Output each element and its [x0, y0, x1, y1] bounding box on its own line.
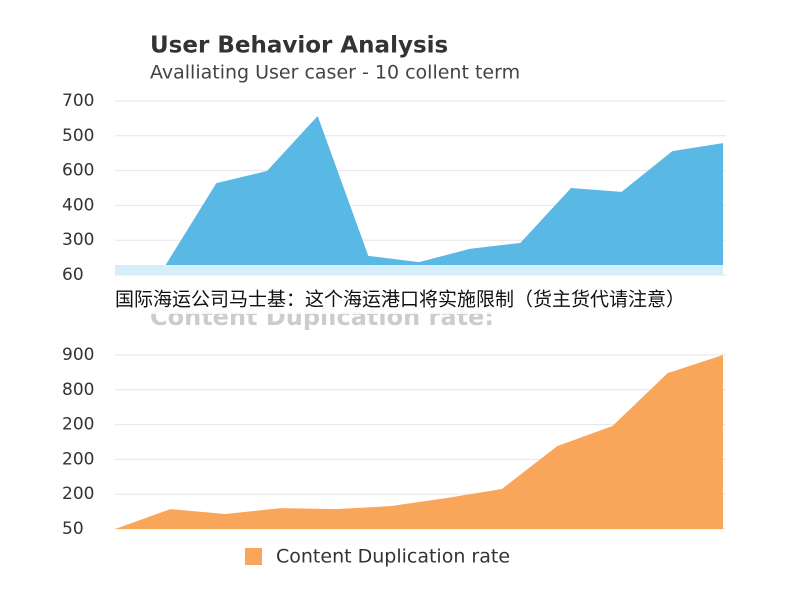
y-tick-label: 200 [62, 449, 94, 469]
area [115, 355, 723, 529]
banner: 国际海运公司马士基：这个海运港口将实施限制（货主货代请注意） [115, 289, 685, 311]
y-tick-label: 300 [62, 230, 94, 250]
legend-label: Content Duplication rate [276, 546, 510, 568]
y-tick-label: 200 [62, 415, 94, 435]
y-tick-label: 800 [62, 380, 94, 400]
area [115, 115, 723, 276]
y-tick-label: 50 [62, 519, 84, 539]
y-tick-label: 200 [62, 484, 94, 504]
y-tick-label: 600 [62, 161, 94, 181]
y-tick-label: 900 [62, 345, 94, 365]
chart-title: User Behavior Analysis [150, 33, 448, 59]
y-tick-label: 700 [62, 91, 94, 111]
plots: 60 300 400 600 500 700 50 200 200 200 800 900 Conten… [62, 91, 726, 568]
baseline-band [115, 265, 723, 275]
banner-bg [0, 284, 800, 314]
y-tick-label: 500 [62, 126, 94, 146]
y-tick-label: 400 [62, 195, 94, 215]
chart-subtitle: Avalliating User caser - 10 collent term [150, 62, 520, 84]
legend-swatch [245, 548, 262, 565]
y-tick-label: 60 [62, 265, 84, 285]
